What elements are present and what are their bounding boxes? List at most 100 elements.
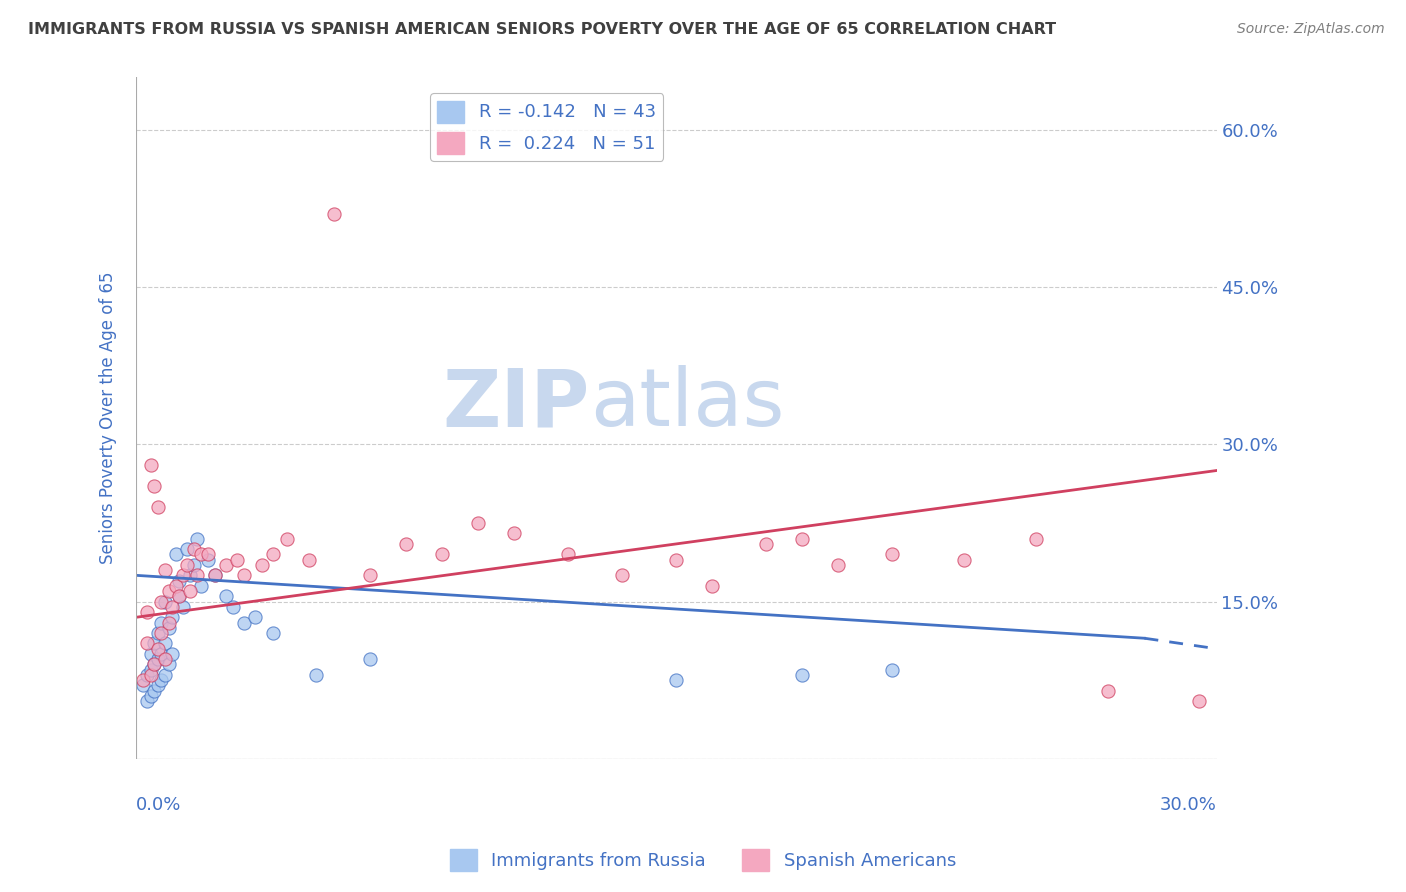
Point <box>172 599 194 614</box>
Point <box>176 542 198 557</box>
Point <box>183 542 205 557</box>
Point <box>135 668 157 682</box>
Point <box>157 615 180 630</box>
Point <box>157 621 180 635</box>
Point <box>395 537 418 551</box>
Point <box>150 673 173 688</box>
Text: 0.0%: 0.0% <box>136 797 181 814</box>
Point <box>197 548 219 562</box>
Point <box>153 563 176 577</box>
Point <box>139 647 162 661</box>
Point <box>160 647 183 661</box>
Legend: Immigrants from Russia, Spanish Americans: Immigrants from Russia, Spanish American… <box>443 842 963 879</box>
Point <box>153 594 176 608</box>
Point <box>953 552 976 566</box>
Point <box>132 678 155 692</box>
Point <box>143 683 166 698</box>
Point <box>882 548 904 562</box>
Point <box>139 689 162 703</box>
Point <box>139 458 162 473</box>
Point <box>146 500 169 515</box>
Point <box>755 537 778 551</box>
Point <box>233 568 256 582</box>
Point <box>204 568 226 582</box>
Point <box>179 568 201 582</box>
Point <box>135 605 157 619</box>
Point <box>150 626 173 640</box>
Text: IMMIGRANTS FROM RUSSIA VS SPANISH AMERICAN SENIORS POVERTY OVER THE AGE OF 65 CO: IMMIGRANTS FROM RUSSIA VS SPANISH AMERIC… <box>28 22 1056 37</box>
Point <box>169 574 191 588</box>
Point <box>143 636 166 650</box>
Point <box>1025 532 1047 546</box>
Point <box>215 558 238 572</box>
Point <box>183 558 205 572</box>
Point <box>153 636 176 650</box>
Point <box>262 548 284 562</box>
Point <box>146 641 169 656</box>
Point <box>276 532 298 546</box>
Point <box>359 652 381 666</box>
Point <box>132 673 155 688</box>
Point <box>150 615 173 630</box>
Point <box>233 615 256 630</box>
Point <box>150 647 173 661</box>
Point <box>135 694 157 708</box>
Point <box>702 579 724 593</box>
Point <box>190 579 212 593</box>
Point <box>359 568 381 582</box>
Point <box>165 548 187 562</box>
Point <box>467 516 489 530</box>
Point <box>135 636 157 650</box>
Point <box>792 668 814 682</box>
Point <box>250 558 273 572</box>
Point <box>157 584 180 599</box>
Legend: R = -0.142   N = 43, R =  0.224   N = 51: R = -0.142 N = 43, R = 0.224 N = 51 <box>430 94 664 161</box>
Point <box>176 558 198 572</box>
Point <box>169 590 191 604</box>
Point <box>153 668 176 682</box>
Point <box>262 626 284 640</box>
Point <box>197 552 219 566</box>
Point <box>169 590 191 604</box>
Text: Source: ZipAtlas.com: Source: ZipAtlas.com <box>1237 22 1385 37</box>
Point <box>432 548 454 562</box>
Point <box>792 532 814 546</box>
Point <box>139 668 162 682</box>
Point <box>143 657 166 672</box>
Point <box>557 548 579 562</box>
Point <box>222 599 245 614</box>
Point <box>153 652 176 666</box>
Y-axis label: Seniors Poverty Over the Age of 65: Seniors Poverty Over the Age of 65 <box>100 272 117 565</box>
Point <box>323 207 346 221</box>
Point <box>160 599 183 614</box>
Point <box>827 558 849 572</box>
Point <box>143 479 166 493</box>
Point <box>179 584 201 599</box>
Point <box>665 552 688 566</box>
Text: atlas: atlas <box>591 366 785 443</box>
Point <box>143 657 166 672</box>
Point <box>298 552 321 566</box>
Point <box>190 548 212 562</box>
Point <box>139 663 162 677</box>
Point <box>503 526 526 541</box>
Point <box>882 663 904 677</box>
Point <box>305 668 328 682</box>
Point <box>165 579 187 593</box>
Point <box>160 610 183 624</box>
Point <box>226 552 249 566</box>
Point <box>150 594 173 608</box>
Text: 30.0%: 30.0% <box>1160 797 1216 814</box>
Point <box>243 610 266 624</box>
Point <box>665 673 688 688</box>
Point <box>612 568 634 582</box>
Point <box>186 532 208 546</box>
Point <box>157 657 180 672</box>
Point <box>1097 683 1119 698</box>
Point <box>1187 694 1209 708</box>
Text: ZIP: ZIP <box>443 366 591 443</box>
Point <box>204 568 226 582</box>
Point <box>146 678 169 692</box>
Point <box>146 652 169 666</box>
Point <box>172 568 194 582</box>
